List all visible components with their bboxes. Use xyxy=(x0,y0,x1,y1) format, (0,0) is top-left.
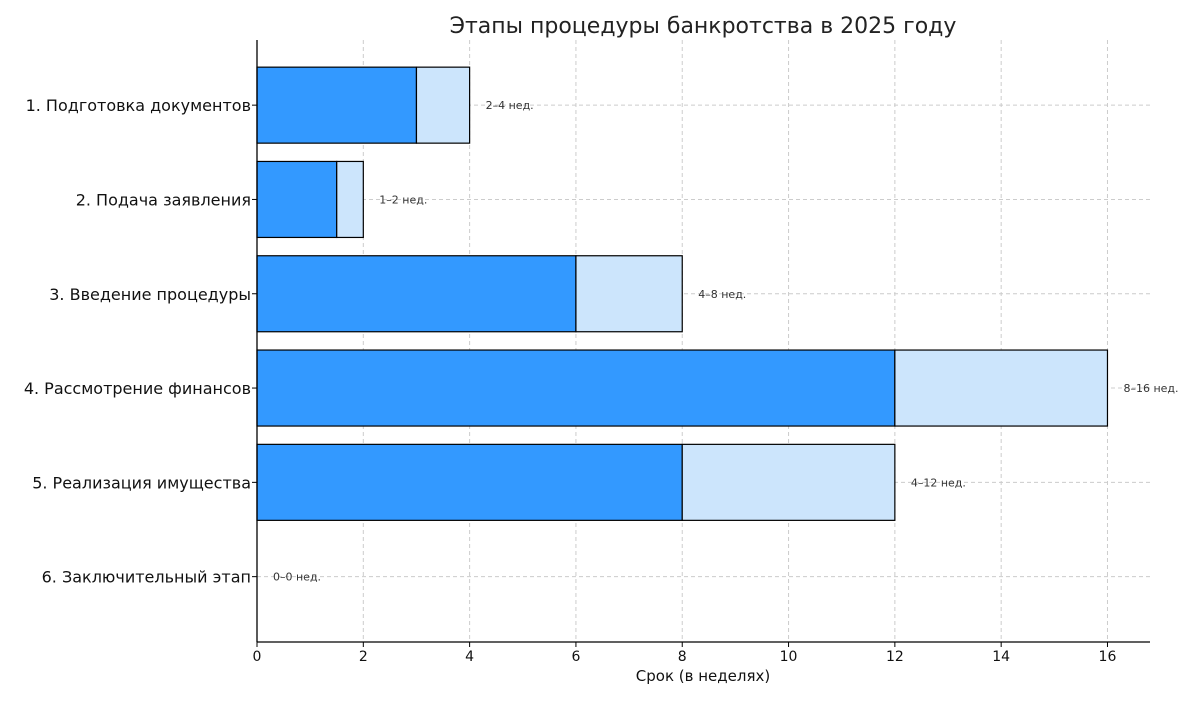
bar-segment xyxy=(256,349,896,427)
x-tick-label: 8 xyxy=(678,649,687,665)
bar-segment xyxy=(575,255,683,333)
category-labels: 1. Подготовка документов 2. Подача заявле… xyxy=(24,96,257,587)
data-label: 4–12 нед. xyxy=(911,476,966,489)
x-tick-label: 6 xyxy=(571,649,580,665)
category-label: 6. Заключительный этап xyxy=(42,568,251,587)
x-tick-label: 0 xyxy=(253,649,262,665)
data-label: 4–8 нед. xyxy=(698,288,746,301)
category-label: 4. Рассмотрение финансов xyxy=(24,379,251,398)
category-label: 1. Подготовка документов xyxy=(26,96,251,115)
bar-segment xyxy=(256,160,338,239)
category-label: 2. Подача заявления xyxy=(76,190,251,209)
x-axis-ticks: 0 2 4 6 8 10 12 14 16 xyxy=(253,642,1117,665)
bar-segment xyxy=(256,443,683,521)
x-tick-label: 4 xyxy=(465,649,474,665)
category-label: 5. Реализация имущества xyxy=(32,473,251,492)
chart-title: Этапы процедуры банкротства в 2025 году xyxy=(450,14,957,39)
bar-segment xyxy=(256,66,418,144)
bar-segment xyxy=(256,255,577,333)
data-label: 8–16 нед. xyxy=(1123,382,1178,395)
data-labels: 2–4 нед. 1–2 нед. 4–8 нед. 8–16 нед. 4–12 не… xyxy=(273,99,1179,584)
data-label: 1–2 нед. xyxy=(379,193,427,206)
x-tick-label: 14 xyxy=(992,649,1010,665)
bar-segment xyxy=(894,349,1109,427)
x-tick-label: 10 xyxy=(780,649,798,665)
x-tick-label: 2 xyxy=(359,649,368,665)
x-tick-label: 12 xyxy=(886,649,904,665)
data-label: 0–0 нед. xyxy=(273,571,321,584)
x-axis-title: Срок (в неделях) xyxy=(636,667,770,685)
data-label: 2–4 нед. xyxy=(486,99,534,112)
category-label: 3. Введение процедуры xyxy=(49,285,251,304)
bars xyxy=(256,66,1109,521)
bar-segment xyxy=(336,160,364,239)
bar-segment xyxy=(681,443,896,521)
bar-segment xyxy=(415,66,471,144)
x-tick-label: 16 xyxy=(1099,649,1117,665)
